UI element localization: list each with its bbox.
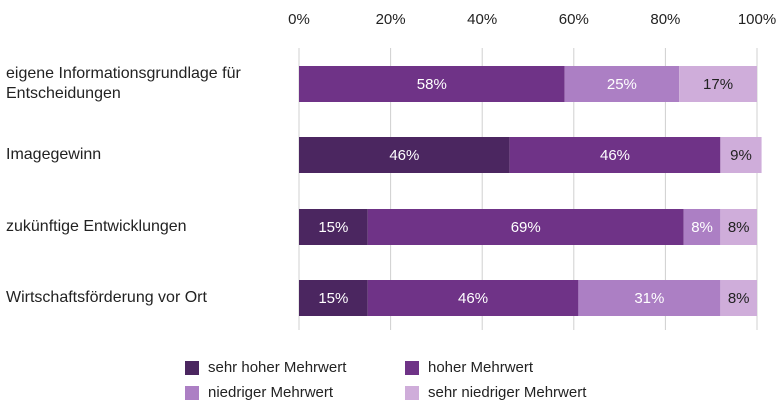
bar-segment bbox=[679, 66, 757, 102]
data-label: 8% bbox=[728, 290, 750, 307]
bar-segment bbox=[720, 280, 757, 316]
category-label: Wirtschaftsförderung vor Ort bbox=[6, 289, 207, 306]
data-label: 17% bbox=[703, 76, 733, 93]
x-tick-label: 80% bbox=[650, 11, 680, 28]
bar-segment bbox=[683, 209, 721, 245]
legend-swatch bbox=[405, 386, 419, 400]
category-label: Imagegewinn bbox=[6, 146, 102, 163]
x-tick-label: 60% bbox=[559, 11, 589, 28]
data-label: 69% bbox=[511, 219, 541, 236]
data-label: 25% bbox=[607, 76, 637, 93]
category-label: eigene Informationsgrundlage für Entsche… bbox=[6, 65, 241, 102]
bar-segment bbox=[720, 137, 762, 173]
bar-segment bbox=[509, 137, 721, 173]
legend-swatch bbox=[185, 386, 199, 400]
legend-label: sehr niedriger Mehrwert bbox=[428, 384, 587, 401]
category-label: zukünftige Entwicklungen bbox=[6, 218, 187, 235]
bar-segment bbox=[367, 209, 684, 245]
data-label: 46% bbox=[600, 147, 630, 164]
legend-swatch bbox=[185, 361, 199, 375]
data-label: 58% bbox=[417, 76, 447, 93]
legend-swatch bbox=[405, 361, 419, 375]
x-tick-label: 0% bbox=[288, 11, 310, 28]
bar-segment bbox=[299, 209, 368, 245]
x-tick-label: 100% bbox=[738, 11, 776, 28]
x-tick-label: 20% bbox=[376, 11, 406, 28]
legend-label: niedriger Mehrwert bbox=[208, 384, 334, 401]
bar-segment bbox=[299, 137, 510, 173]
bar-segment bbox=[299, 66, 565, 102]
data-label: 9% bbox=[730, 147, 752, 164]
bar-segment bbox=[720, 209, 757, 245]
data-label: 15% bbox=[318, 290, 348, 307]
bar-segment bbox=[564, 66, 680, 102]
data-label: 8% bbox=[728, 219, 750, 236]
data-label: 46% bbox=[458, 290, 488, 307]
x-tick-label: 40% bbox=[467, 11, 497, 28]
data-label: 31% bbox=[634, 290, 664, 307]
data-label: 15% bbox=[318, 219, 348, 236]
bar-segment bbox=[578, 280, 721, 316]
data-label: 8% bbox=[691, 219, 713, 236]
bar-segment bbox=[299, 280, 368, 316]
legend-label: hoher Mehrwert bbox=[428, 359, 534, 376]
legend-label: sehr hoher Mehrwert bbox=[208, 359, 347, 376]
data-label: 46% bbox=[389, 147, 419, 164]
bar-segment bbox=[367, 280, 579, 316]
